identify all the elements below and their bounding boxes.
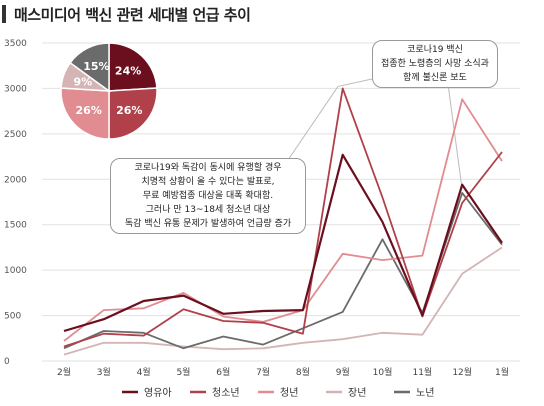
x-tick-label: 5월 <box>176 366 190 378</box>
annotation-right-line: 함께 불신론 보도 <box>403 73 467 83</box>
callout-line <box>447 83 463 189</box>
pie-slice-label: 9% <box>73 76 92 89</box>
x-tick-label: 3월 <box>97 366 111 378</box>
y-tick-label: 0 <box>4 357 10 367</box>
x-tick-label: 7월 <box>256 366 270 378</box>
pie-chart: 24% 26% 26% 9% 15% <box>60 42 158 140</box>
y-tick-label: 3000 <box>4 84 27 94</box>
x-tick-label: 11월 <box>412 366 432 378</box>
pie-slice <box>60 87 110 140</box>
callout-lines <box>287 78 463 189</box>
annotation-right-line: 코로나19 백신 <box>407 45 463 55</box>
callout-line <box>337 78 373 87</box>
series-line-청년 <box>63 98 503 342</box>
annotation-left: 코로나19와 독감이 동시에 유행할 경우 치명적 상황이 올 수 있다는 발표… <box>110 158 306 234</box>
title-row: 매스미디어 백신 관련 세대별 언급 추이 <box>0 0 251 28</box>
y-tick-label: 3500 <box>4 39 27 49</box>
x-axis-ticks: 2월 3월 4월 5월 6월 7월 8월 9월 10월 11월 12월 1월 <box>57 366 509 378</box>
annotation-left-line: 독감 백신 유통 문제가 발생하여 언급량 증가 <box>124 219 292 229</box>
x-tick-label: 1월 <box>495 366 509 378</box>
x-tick-label: 9월 <box>336 366 350 378</box>
annotation-left-line: 그러나 만 13~18세 청소년 대상 <box>145 205 271 215</box>
legend-label-영유아: 영유아 <box>144 387 172 399</box>
series-line-장년 <box>63 246 503 356</box>
chart-title: 매스미디어 백신 관련 세대별 언급 추이 <box>14 5 251 24</box>
legend-label-장년: 장년 <box>348 387 366 399</box>
y-tick-label: 1000 <box>4 266 27 276</box>
x-tick-label: 8월 <box>296 366 310 378</box>
y-tick-label: 1500 <box>4 221 27 231</box>
pie-slice-label: 26% <box>76 104 102 117</box>
series-line-청소년 <box>63 87 503 348</box>
x-tick-label: 6월 <box>216 366 230 378</box>
pie-slice <box>108 42 158 92</box>
y-tick-label: 2000 <box>4 175 27 185</box>
x-tick-label: 4월 <box>137 366 151 378</box>
pie-slice-label: 15% <box>83 60 109 73</box>
pie-slice <box>69 42 110 93</box>
annotation-left-line: 무료 예방접종 대상을 대폭 확대함. <box>142 191 274 201</box>
y-axis-ticks: 0 500 1000 1500 2000 2500 3000 3500 <box>4 39 27 367</box>
series-lines <box>63 87 503 356</box>
callout-line <box>287 86 339 161</box>
legend-label-청년: 청년 <box>280 387 298 399</box>
annotation-left-line: 코로나19와 독감이 동시에 유행할 경우 <box>134 163 282 173</box>
legend-label-노년: 노년 <box>416 387 434 399</box>
x-tick-label: 12월 <box>452 366 472 378</box>
title-accent-bar <box>2 5 6 23</box>
annotation-left-line: 치명적 상황이 올 수 있다는 발표로, <box>141 177 275 187</box>
series-line-영유아 <box>63 153 503 333</box>
pie-slice-label: 24% <box>115 65 141 78</box>
x-tick-label: 10월 <box>373 366 393 378</box>
annotation-right-line: 접종한 노령층의 사망 소식과 <box>381 59 489 69</box>
y-tick-label: 2500 <box>4 130 27 140</box>
y-tick-label: 500 <box>4 312 21 322</box>
x-tick-label: 2월 <box>57 366 71 378</box>
pie-slice <box>108 87 158 140</box>
pie-slice-label: 26% <box>116 104 142 117</box>
annotation-right: 코로나19 백신 접종한 노령층의 사망 소식과 함께 불신론 보도 <box>372 40 498 88</box>
legend-label-청소년: 청소년 <box>212 387 240 399</box>
legend: 영유아 청소년 청년 장년 노년 <box>122 387 434 399</box>
